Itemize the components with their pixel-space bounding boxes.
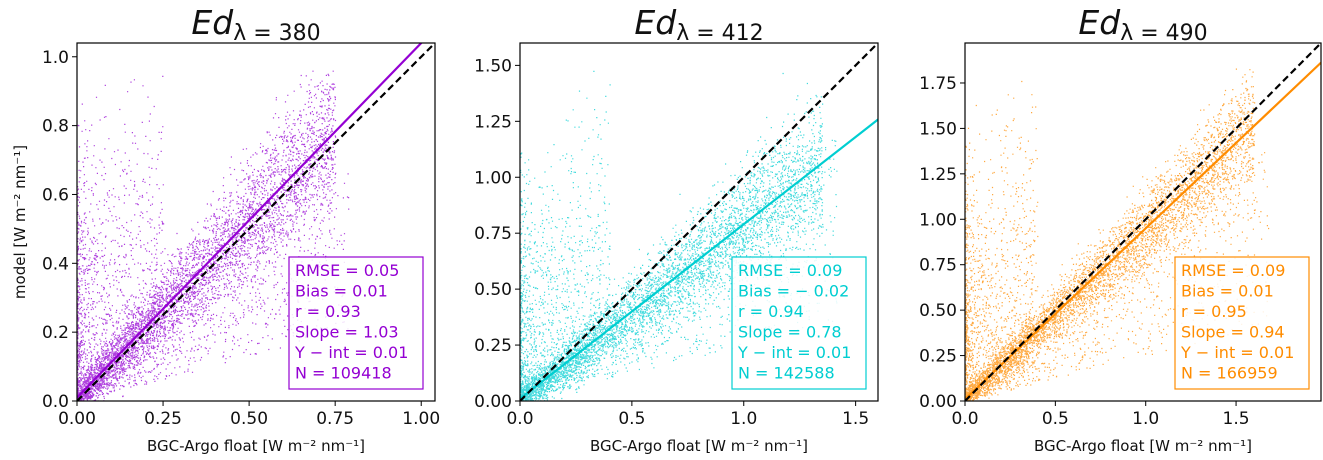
stats-box-2: RMSE = 0.09 Bias = 0.01r = 0.95 Slope = 0.… [1174,256,1310,390]
x-tick-label-2-1: 0.5 [1042,409,1069,429]
stats-r-1: r = 0.94 [738,302,804,321]
x-tick-label-1-0: 0.0 [506,409,533,429]
one-to-one-line-2 [965,43,1321,401]
x-tick-label-0-3: 0.75 [316,409,354,429]
y-tick-label-1-6: 1.50 [474,56,512,76]
y-tick-label-2-3: 0.75 [919,256,957,276]
stats-rmse-0: RMSE = 0.05 [295,261,399,280]
stats-bias-1: Bias = − 0.02 [738,282,849,301]
stats-yint-1: Y − int = 0.01 [737,343,851,362]
stats-n-2: N = 166959 [1181,364,1278,383]
y-tick-label-1-0: 0.00 [474,392,512,412]
x-axis-label-1: BGC-Argo float [W m⁻² nm⁻¹] [590,437,808,455]
x-tick-label-0-4: 1.00 [402,409,440,429]
scatter-points-2 [965,68,1270,401]
scatter-cloud-0 [77,70,350,401]
x-tick-label-1-1: 0.5 [618,409,645,429]
stats-bias-2: Bias = 0.01 [1181,282,1274,301]
stats-frame-0 [288,256,424,390]
scatter-points-0 [77,70,350,401]
stats-slope-0: Slope = 1.03 [295,323,399,342]
y-tick-label-2-7: 1.75 [919,74,957,94]
chart-title-base-0: Ed [191,3,234,42]
stats-slope-1: Slope = 0.78 [738,323,842,342]
scatter-cloud-2 [965,68,1270,401]
y-tick-label-1-1: 0.25 [474,336,512,356]
y-tick-label-2-0: 0.00 [919,392,957,412]
x-tick-label-1-2: 1.0 [730,409,757,429]
x-tick-label-0-0: 0.00 [58,409,96,429]
stats-box-1: RMSE = 0.09 Bias = − 0.02r = 0.94 Slope = … [731,256,867,390]
regression-line-1 [520,118,878,400]
y-tick-label-0-1: 0.2 [42,323,69,343]
stats-yint-2: Y − int = 0.01 [1180,343,1294,362]
y-tick-label-0-4: 0.8 [42,117,69,137]
stats-yint-0: Y − int = 0.01 [294,343,408,362]
y-tick-label-0-2: 0.4 [42,254,69,274]
chart-title-sub-0: λ = 380 [233,21,320,46]
regression-line-2 [965,61,1321,400]
chart-title-1: Edλ = 412 [634,3,763,46]
regression-line-0 [77,43,423,399]
one-to-one-line-1 [520,43,878,401]
y-tick-label-1-4: 1.00 [474,168,512,188]
y-tick-label-2-6: 1.50 [919,119,957,139]
x-tick-label-0-2: 0.50 [230,409,268,429]
y-tick-label-2-1: 0.25 [919,347,957,367]
stats-n-0: N = 109418 [295,364,392,383]
stats-rmse-1: RMSE = 0.09 [738,261,842,280]
x-axis-label-2: BGC-Argo float [W m⁻² nm⁻¹] [1034,437,1252,455]
x-tick-label-1-3: 1.5 [842,409,869,429]
y-tick-label-1-2: 0.50 [474,280,512,300]
x-tick-label-2-2: 1.0 [1132,409,1159,429]
stats-slope-2: Slope = 0.94 [1181,323,1285,342]
chart-title-0: Edλ = 380 [191,3,320,46]
y-axis-label-0: model [W m⁻² nm⁻¹] [11,145,29,299]
chart-panel-0: 0.00 0.25 0.50 0.75 1.00 0.0 0.2 0.4 0.6 0.8 1.0 Ed… [11,3,440,455]
axes-frame-1 [519,42,879,402]
chart-title-base-2: Ed [1078,3,1121,42]
stats-bias-0: Bias = 0.01 [295,282,388,301]
stats-rmse-2: RMSE = 0.09 [1181,261,1285,280]
stats-r-2: r = 0.95 [1181,302,1247,321]
one-to-one-line-0 [77,43,435,401]
x-tick-label-2-3: 1.5 [1223,409,1250,429]
stats-r-0: r = 0.93 [295,302,361,321]
chart-panel-2: 0.0 0.5 1.0 1.5 0.00 0.25 0.50 0.75 1.00 1.25 1.50… [919,3,1322,455]
y-tick-label-2-4: 1.00 [919,210,957,230]
axes-frame-2 [964,42,1322,402]
y-tick-label-0-3: 0.6 [42,185,69,205]
stats-frame-2 [1174,256,1310,390]
y-tick-label-1-3: 0.75 [474,224,512,244]
x-tick-label-2-0: 0.0 [951,409,978,429]
y-tick-label-0-0: 0.0 [42,392,69,412]
x-axis-label-0: BGC-Argo float [W m⁻² nm⁻¹] [147,437,365,455]
y-tick-label-0-5: 1.0 [42,48,69,68]
y-tick-label-2-5: 1.25 [919,165,957,185]
chart-title-sub-1: λ = 412 [676,21,763,46]
chart-title-sub-2: λ = 490 [1120,21,1207,46]
stats-frame-1 [731,256,867,390]
x-tick-label-0-1: 0.25 [144,409,182,429]
chart-panel-1: 0.0 0.5 1.0 1.5 0.00 0.25 0.50 0.75 1.00 1.25 1.50… [474,3,879,455]
axes-frame-0 [76,42,436,402]
chart-title-base-1: Ed [634,3,677,42]
stats-box-0: RMSE = 0.05 Bias = 0.01r = 0.93 Slope = 1.… [288,256,424,390]
stats-n-1: N = 142588 [738,364,835,383]
y-tick-label-2-2: 0.50 [919,301,957,321]
y-tick-label-1-5: 1.25 [474,112,512,132]
chart-title-2: Edλ = 490 [1078,3,1207,46]
